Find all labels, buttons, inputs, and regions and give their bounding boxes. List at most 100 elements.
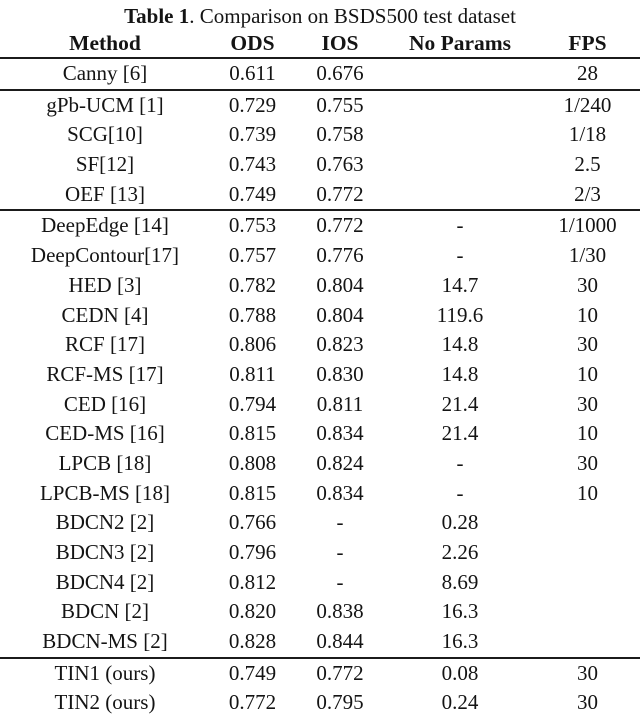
cell-ods: 0.749 [228, 181, 277, 206]
cell-ios: 0.676 [316, 61, 364, 85]
column-header-no-params: No Params [408, 31, 512, 55]
cell-method: RCF [17] [65, 332, 145, 357]
cell-ios: 0.811 [316, 391, 364, 416]
column-header-fps: FPS [568, 31, 607, 55]
cell-method: CED [16] [63, 391, 147, 416]
cell-method: RCF-MS [17] [46, 361, 164, 386]
cell-method: Canny [6] [62, 61, 148, 85]
cell-fps [535, 597, 640, 627]
cell-no-params [385, 150, 535, 180]
table-row: BDCN2 [2] 0.766 - 0.28 [0, 508, 640, 538]
cell-ods: 0.811 [229, 361, 276, 386]
table-caption-text: . Comparison on BSDS500 test dataset [189, 4, 516, 28]
cell-method: BDCN [2] [60, 599, 150, 624]
cell-ios: 0.772 [316, 660, 364, 685]
cell-fps: 28 [577, 61, 598, 85]
cell-method: TIN1 (ours) [54, 660, 156, 685]
table-row: CED [16] 0.794 0.811 21.4 30 [0, 390, 640, 420]
table-row: DeepEdge [14] 0.753 0.772 - 1/1000 [0, 211, 640, 241]
cell-no-params: 16.3 [441, 599, 479, 624]
cell-ods: 0.794 [228, 391, 277, 416]
cell-fps: 1/30 [568, 243, 607, 268]
cell-method: LPCB-MS [18] [39, 480, 171, 505]
table-row: HED [3] 0.782 0.804 14.7 30 [0, 271, 640, 301]
table-header-row: Method ODS IOS No Params FPS [0, 30, 640, 57]
cell-fps: 1/240 [563, 92, 612, 117]
column-header-ods: ODS [230, 31, 275, 55]
column-header-method: Method [69, 31, 141, 55]
cell-ods: 0.729 [228, 92, 277, 117]
table-row: CED-MS [16] 0.815 0.834 21.4 10 [0, 419, 640, 449]
cell-ods: 0.796 [228, 540, 277, 564]
cell-ods: 0.753 [228, 213, 277, 238]
cell-fps: 30 [577, 450, 598, 475]
cell-ios: 0.795 [316, 690, 364, 715]
cell-ods: 0.739 [228, 122, 277, 147]
cell-ios: 0.834 [316, 480, 364, 505]
cell-ods: 0.820 [228, 599, 277, 624]
cell-ios: 0.804 [316, 272, 364, 297]
cell-method: HED [3] [68, 272, 142, 297]
cell-ios: 0.772 [316, 213, 364, 238]
cell-method: BDCN2 [2] [55, 510, 155, 535]
table-caption: Table 1. Comparison on BSDS500 test data… [0, 0, 640, 30]
cell-ods: 0.757 [228, 243, 277, 268]
cell-fps: 10 [577, 361, 598, 386]
cell-ods: 0.743 [228, 152, 277, 177]
cell-ods: 0.828 [228, 629, 277, 654]
cell-ios: 0.763 [316, 152, 364, 177]
cell-ios: 0.830 [316, 361, 364, 386]
cell-no-params: 21.4 [441, 421, 479, 446]
cell-method: DeepContour[17] [30, 243, 180, 268]
table-row: DeepContour[17] 0.757 0.776 - 1/30 [0, 241, 640, 271]
cell-ios: 0.758 [316, 122, 364, 147]
cell-fps: 10 [577, 421, 598, 446]
cell-fps [535, 508, 640, 538]
cell-no-params: 8.69 [441, 569, 479, 594]
section-divider-rule [0, 88, 640, 91]
cell-ods: 0.766 [228, 510, 277, 535]
table-row: TIN2 (ours) 0.772 0.795 0.24 30 [0, 688, 640, 718]
table-row: RCF-MS [17] 0.811 0.830 14.8 10 [0, 360, 640, 390]
cell-no-params: - [456, 450, 464, 475]
cell-no-params: - [456, 243, 464, 268]
cell-ios: 0.772 [316, 181, 364, 206]
cell-ios: 0.844 [316, 629, 364, 654]
table-row: LPCB-MS [18] 0.815 0.834 - 10 [0, 479, 640, 509]
cell-fps: 2.5 [574, 152, 601, 177]
cell-ods: 0.782 [228, 272, 277, 297]
cell-fps: 1/18 [568, 122, 607, 147]
cell-fps: 1/1000 [558, 213, 617, 238]
table-row: gPb-UCM [1] 0.729 0.755 1/240 [0, 91, 640, 121]
table-row: SF[12] 0.743 0.763 2.5 [0, 150, 640, 180]
table-row: BDCN-MS [2] 0.828 0.844 16.3 [0, 627, 640, 657]
cell-ios: - [336, 510, 344, 535]
cell-fps [535, 568, 640, 598]
cell-no-params [385, 59, 535, 89]
cell-method: LPCB [18] [58, 450, 152, 475]
table-row: OEF [13] 0.749 0.772 2/3 [0, 180, 640, 210]
cell-method: SCG[10] [67, 122, 143, 147]
section-divider-rule [0, 209, 640, 212]
cell-method: CED-MS [16] [45, 421, 165, 446]
cell-no-params: 14.8 [441, 361, 479, 386]
cell-method: OEF [13] [65, 181, 145, 206]
table-row: Canny [6] 0.611 0.676 28 [0, 59, 640, 89]
cell-no-params: 119.6 [436, 302, 484, 327]
cell-ios: 0.804 [316, 302, 364, 327]
cell-no-params: 0.24 [441, 690, 479, 715]
table-caption-number: Table 1 [124, 4, 190, 28]
table-row: BDCN [2] 0.820 0.838 16.3 [0, 597, 640, 627]
cell-ods: 0.815 [228, 421, 277, 446]
table-row: CEDN [4] 0.788 0.804 119.6 10 [0, 301, 640, 331]
cell-method: gPb-UCM [1] [46, 92, 164, 117]
table-row: LPCB [18] 0.808 0.824 - 30 [0, 449, 640, 479]
table-row: RCF [17] 0.806 0.823 14.8 30 [0, 330, 640, 360]
cell-ods: 0.788 [228, 302, 277, 327]
table-row: TIN1 (ours) 0.749 0.772 0.08 30 [0, 659, 640, 689]
cell-no-params: - [456, 213, 464, 238]
cell-ods: 0.772 [228, 690, 277, 715]
cell-no-params: 0.28 [441, 510, 479, 535]
cell-ios: 0.824 [316, 450, 364, 475]
cell-method: BDCN-MS [2] [42, 629, 168, 654]
